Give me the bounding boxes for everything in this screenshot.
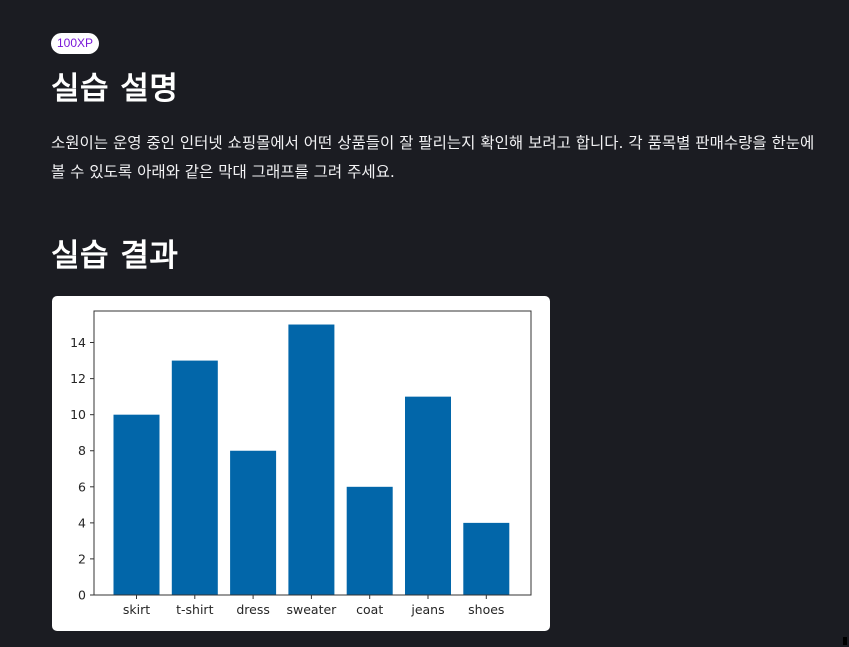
y-tick-label: 8 — [78, 443, 86, 458]
y-tick-label: 10 — [70, 407, 86, 422]
corner-mark — [843, 637, 847, 645]
bar-jeans — [405, 397, 451, 595]
bar-chart: 0 2 4 6 8 10 12 14 skirt t-shirt dress sweater coat j… — [52, 296, 550, 631]
x-tick-label-skirt: skirt — [123, 602, 150, 617]
x-tick-label-t-shirt: t-shirt — [176, 602, 213, 617]
x-tick-label-sweater: sweater — [286, 602, 337, 617]
bar-t-shirt — [172, 361, 218, 595]
bar-sweater — [288, 325, 334, 595]
result-heading: 실습 결과 — [51, 236, 178, 276]
y-tick-label: 6 — [78, 479, 86, 494]
y-tick-label: 4 — [78, 515, 86, 530]
bar-chart-card: 0 2 4 6 8 10 12 14 skirt t-shirt dress sweater coat j… — [52, 296, 550, 631]
x-tick-label-coat: coat — [356, 602, 383, 617]
y-tick-label: 12 — [70, 371, 86, 386]
bar-shoes — [463, 523, 509, 595]
y-tick-label: 2 — [78, 551, 86, 566]
xp-badge: 100XP — [51, 33, 99, 54]
x-tick-label-shoes: shoes — [468, 602, 504, 617]
description-text: 소원이는 운영 중인 인터넷 쇼핑몰에서 어떤 상품들이 잘 팔리는지 확인해 … — [51, 129, 821, 187]
x-tick-label-jeans: jeans — [410, 602, 444, 617]
bar-skirt — [114, 415, 160, 595]
y-tick-label: 0 — [78, 588, 86, 603]
x-tick-label-dress: dress — [236, 602, 270, 617]
description-heading: 실습 설명 — [51, 69, 178, 109]
bar-dress — [230, 451, 276, 595]
y-tick-label: 14 — [70, 335, 86, 350]
bar-coat — [347, 487, 393, 595]
